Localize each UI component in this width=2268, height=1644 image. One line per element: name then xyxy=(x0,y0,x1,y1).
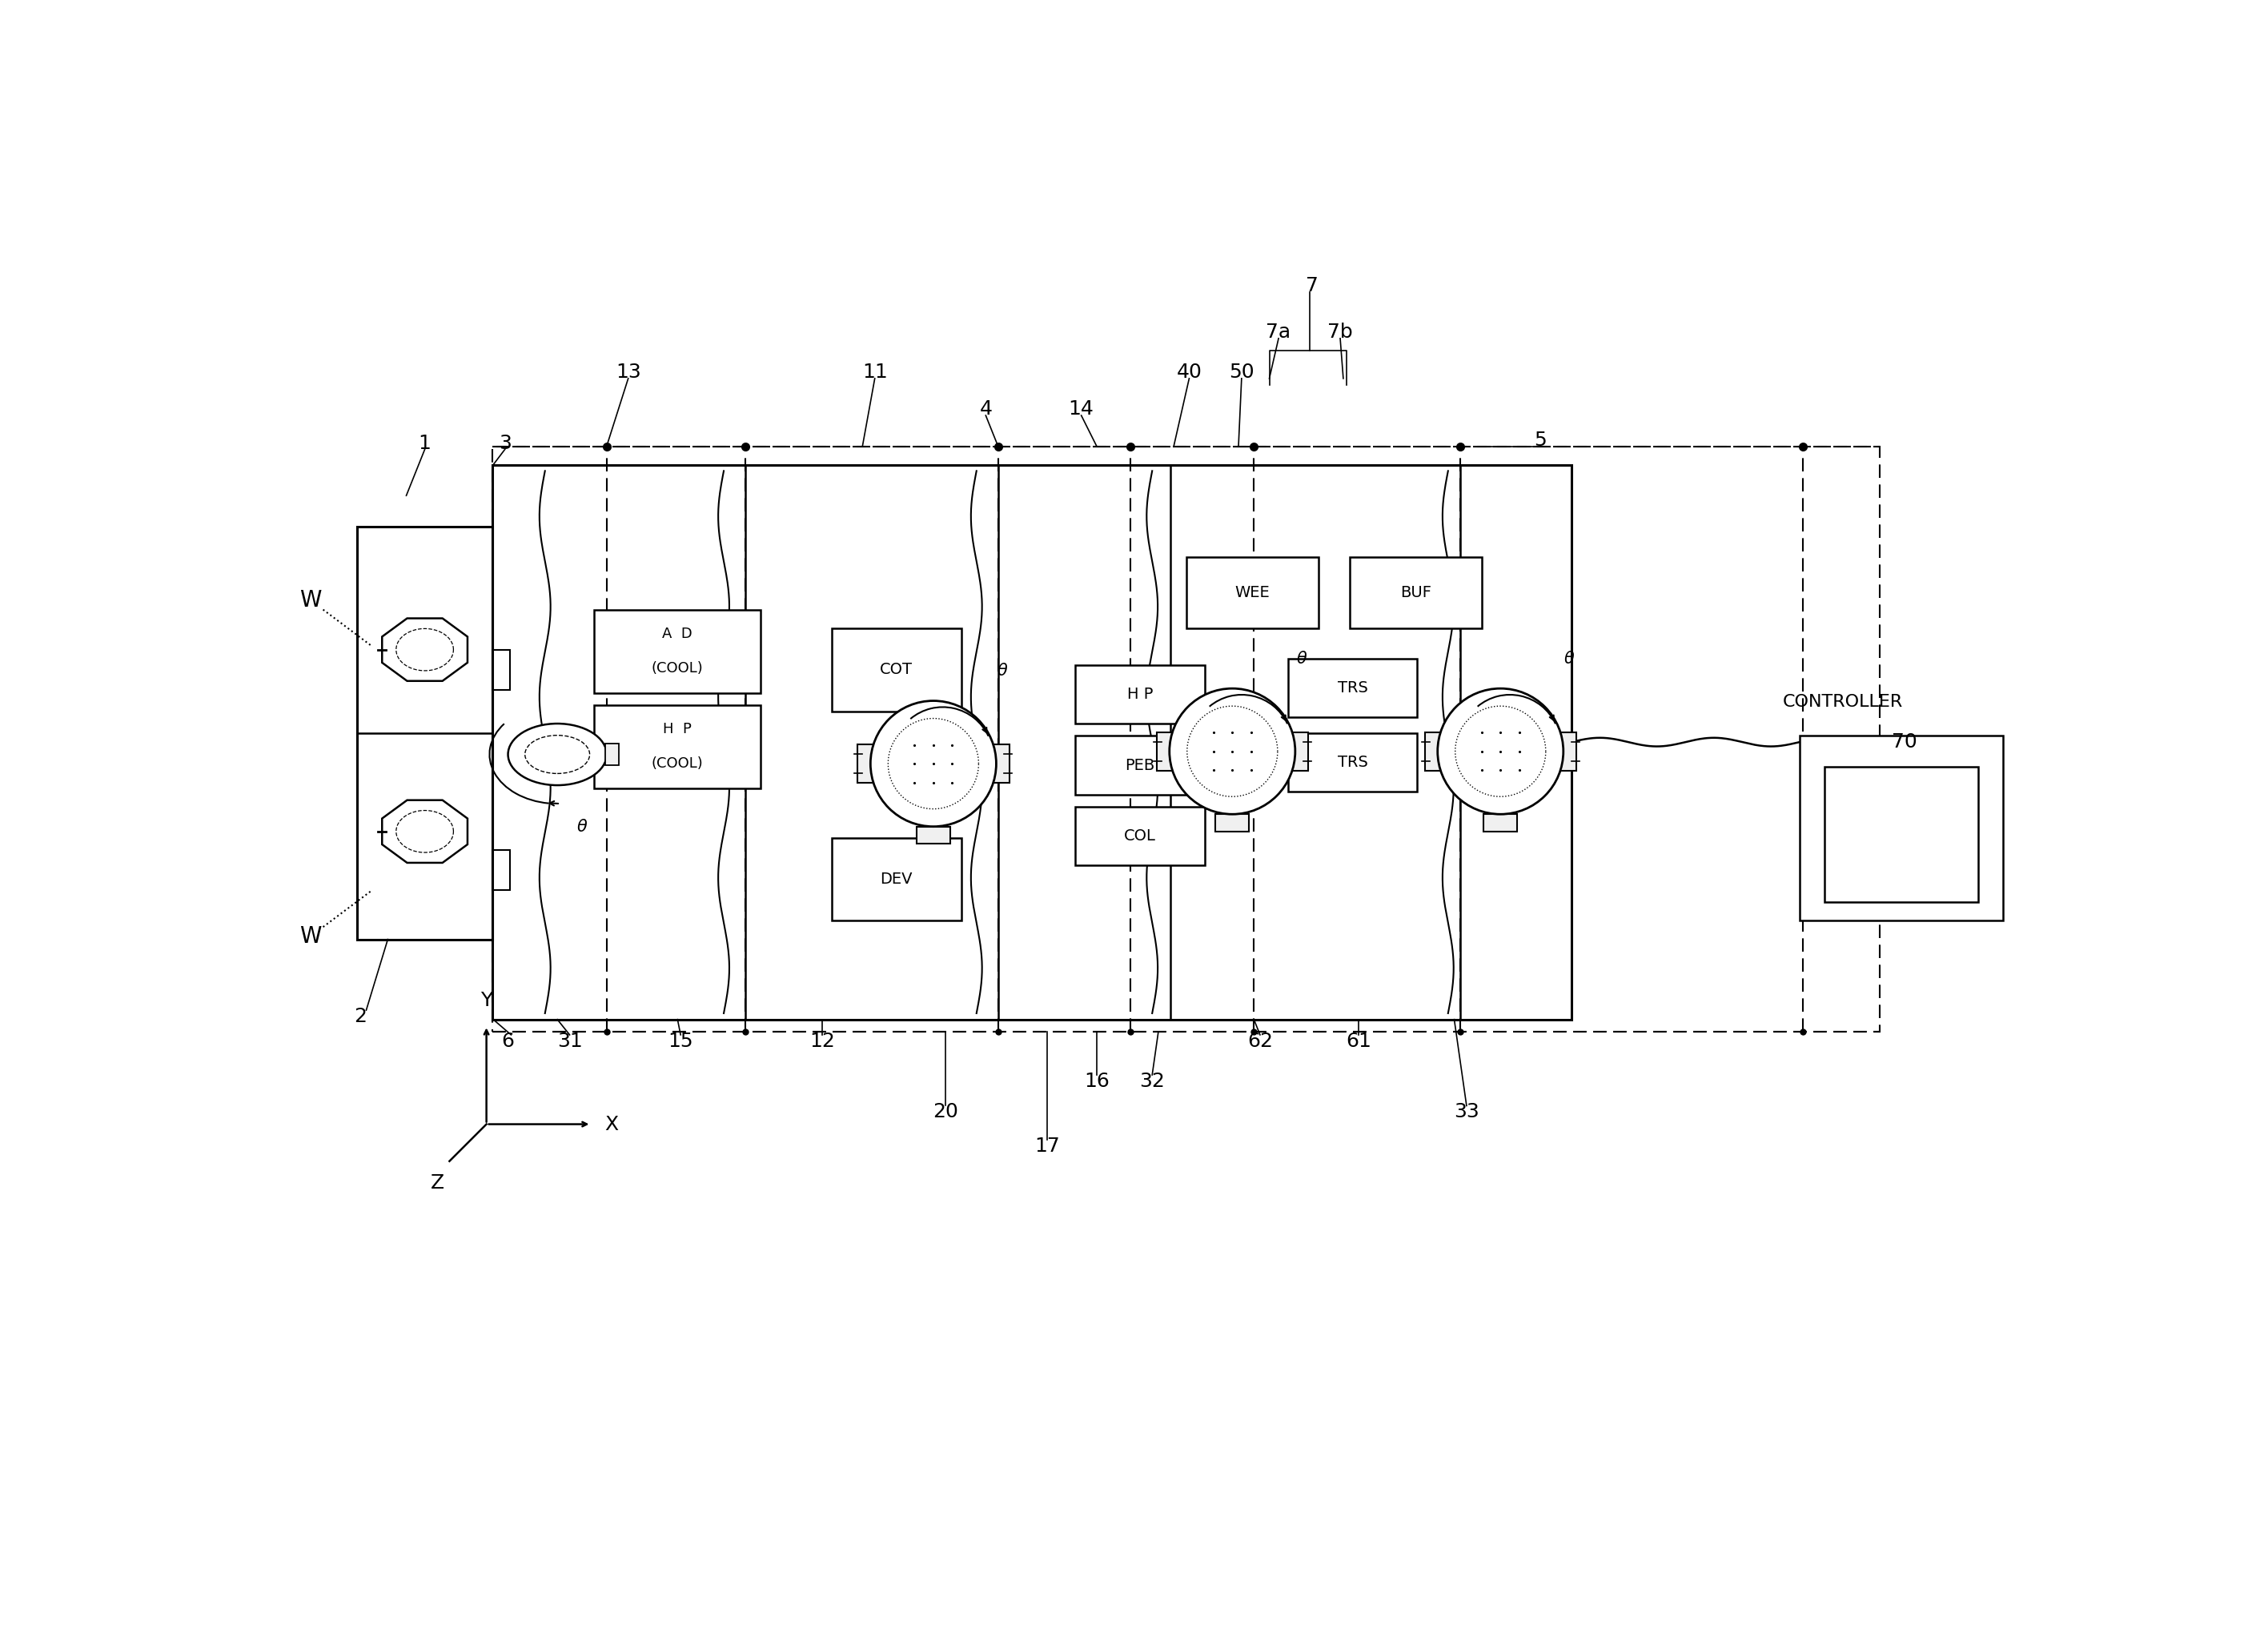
Circle shape xyxy=(1438,689,1563,814)
Text: 15: 15 xyxy=(669,1031,694,1051)
Bar xyxy=(987,745,1009,783)
Text: (COOL): (COOL) xyxy=(651,756,703,771)
Text: $\theta$: $\theta$ xyxy=(1295,651,1306,666)
Text: H  P: H P xyxy=(662,722,692,737)
Text: 7b: 7b xyxy=(1327,322,1354,342)
Text: 7: 7 xyxy=(1306,276,1318,296)
Bar xyxy=(1284,732,1309,771)
Text: 11: 11 xyxy=(862,363,887,381)
Bar xyxy=(832,628,962,712)
Bar xyxy=(492,446,1880,1032)
Text: 16: 16 xyxy=(1084,1072,1109,1090)
Bar xyxy=(594,705,760,789)
Text: 33: 33 xyxy=(1454,1101,1479,1121)
Text: 31: 31 xyxy=(558,1031,583,1051)
Bar xyxy=(492,850,510,889)
Text: 17: 17 xyxy=(1034,1136,1059,1156)
Bar xyxy=(594,610,760,692)
Text: CONTROLLER: CONTROLLER xyxy=(1783,694,1903,710)
Text: 3: 3 xyxy=(499,434,510,452)
Text: TRS: TRS xyxy=(1338,755,1368,769)
Bar xyxy=(1186,557,1318,628)
Text: COT: COT xyxy=(880,663,912,677)
Bar xyxy=(832,837,962,921)
Bar xyxy=(1823,766,1978,903)
Text: PEB: PEB xyxy=(1125,758,1154,773)
Text: 70: 70 xyxy=(1892,733,1916,751)
Text: 4: 4 xyxy=(980,399,991,419)
Bar xyxy=(857,745,880,783)
Circle shape xyxy=(1170,689,1295,814)
Bar xyxy=(1075,666,1204,723)
Text: 7a: 7a xyxy=(1266,322,1290,342)
Polygon shape xyxy=(381,801,467,863)
Bar xyxy=(1157,732,1179,771)
Text: WEE: WEE xyxy=(1234,585,1270,600)
Text: H P: H P xyxy=(1127,687,1152,702)
Bar xyxy=(1075,737,1204,794)
Text: 61: 61 xyxy=(1345,1031,1372,1051)
Text: 1: 1 xyxy=(417,434,431,452)
Bar xyxy=(1216,814,1250,832)
Text: 14: 14 xyxy=(1068,399,1093,419)
Text: Y: Y xyxy=(481,991,492,1009)
Bar xyxy=(1075,807,1204,865)
Circle shape xyxy=(871,700,996,827)
Text: $\theta$: $\theta$ xyxy=(1565,651,1576,666)
Text: 6: 6 xyxy=(501,1031,515,1051)
Text: A  D: A D xyxy=(662,626,692,641)
Text: Z: Z xyxy=(431,1174,445,1192)
Text: W: W xyxy=(299,926,322,947)
Text: $\theta$: $\theta$ xyxy=(996,663,1009,679)
Ellipse shape xyxy=(508,723,606,786)
Text: TRS: TRS xyxy=(1338,681,1368,695)
Text: COL: COL xyxy=(1125,829,1157,843)
Text: 5: 5 xyxy=(1533,431,1547,450)
Text: BUF: BUF xyxy=(1399,585,1431,600)
Bar xyxy=(356,526,492,939)
Text: 62: 62 xyxy=(1247,1031,1272,1051)
Bar xyxy=(1349,557,1481,628)
Text: (COOL): (COOL) xyxy=(651,661,703,676)
Bar xyxy=(492,649,510,690)
Text: 12: 12 xyxy=(810,1031,835,1051)
Bar xyxy=(1799,737,2003,921)
Bar xyxy=(916,827,950,843)
Bar xyxy=(1424,732,1447,771)
Text: W: W xyxy=(299,589,322,612)
Bar xyxy=(492,465,1572,1019)
Text: X: X xyxy=(606,1115,619,1134)
Text: 13: 13 xyxy=(615,363,642,381)
Text: 32: 32 xyxy=(1139,1072,1166,1090)
Bar xyxy=(606,743,619,766)
Bar xyxy=(1483,814,1517,832)
Polygon shape xyxy=(381,618,467,681)
Text: DEV: DEV xyxy=(880,871,912,886)
Text: $\theta$: $\theta$ xyxy=(576,819,587,835)
Text: 2: 2 xyxy=(354,1006,367,1026)
Text: 50: 50 xyxy=(1229,363,1254,381)
Bar xyxy=(1288,733,1418,791)
Bar xyxy=(1288,659,1418,717)
Text: 20: 20 xyxy=(932,1101,959,1121)
Bar xyxy=(1554,732,1576,771)
Text: 40: 40 xyxy=(1177,363,1202,381)
